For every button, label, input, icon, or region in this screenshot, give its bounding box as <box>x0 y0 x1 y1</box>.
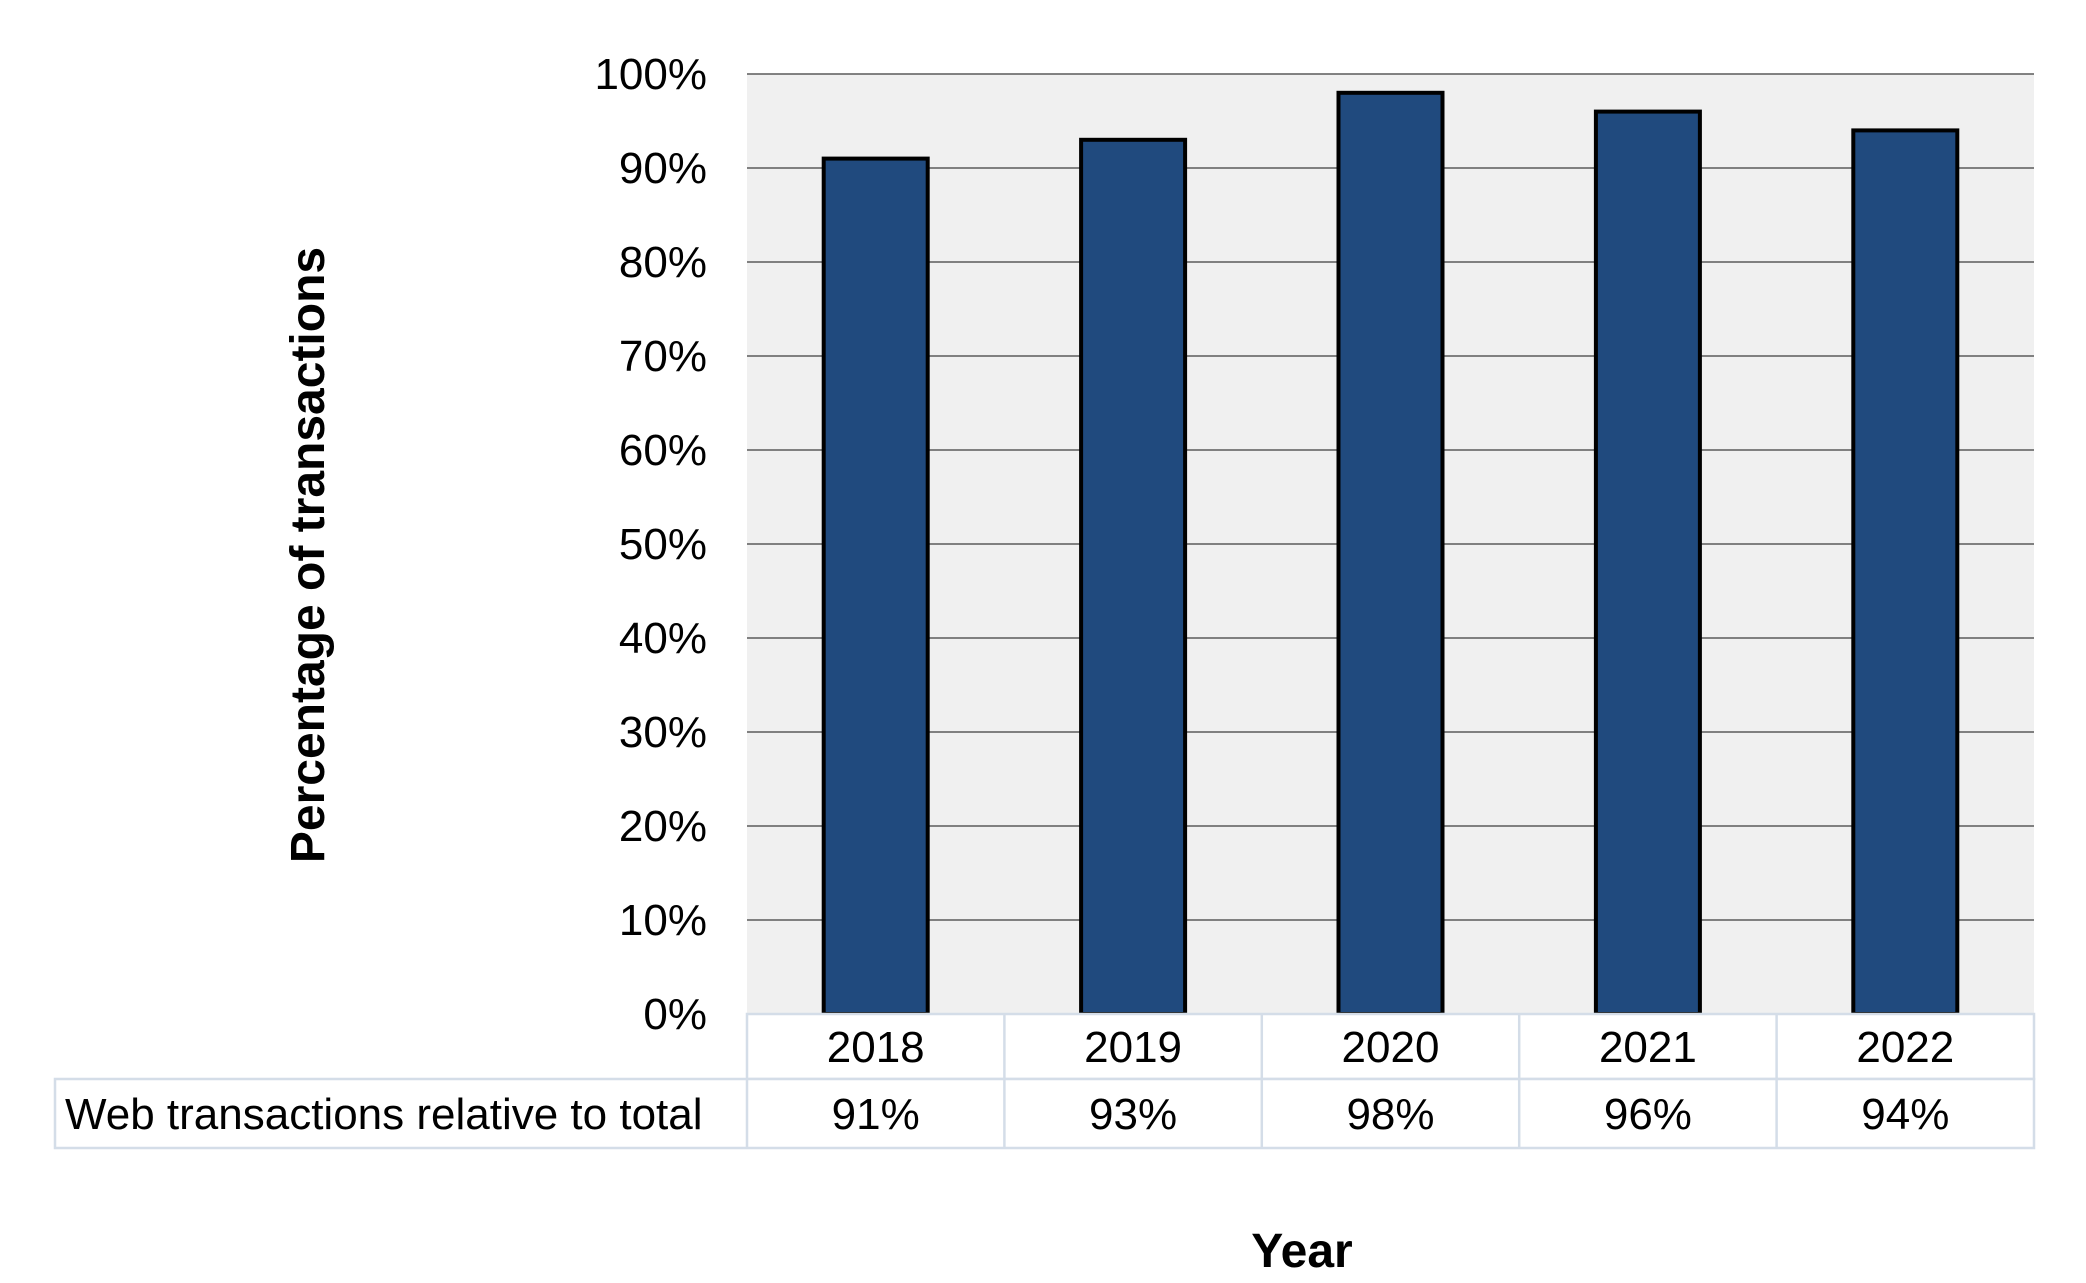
bar <box>821 156 930 1017</box>
y-axis-title: Percentage of transactions <box>282 247 335 863</box>
y-tick-label: 0% <box>643 990 707 1039</box>
x-tick-label: 2018 <box>827 1023 925 1072</box>
bar <box>1593 109 1702 1017</box>
x-axis-title: Year <box>1251 1225 1352 1278</box>
bar <box>1851 128 1960 1016</box>
table-value-row <box>53 1077 2036 1150</box>
y-tick-label: 80% <box>619 238 707 287</box>
y-tick-label: 100% <box>594 50 707 99</box>
x-tick-label: 2022 <box>1856 1023 1954 1072</box>
y-tick-label: 10% <box>619 896 707 945</box>
data-label: 91% <box>832 1090 920 1139</box>
x-tick-label: 2020 <box>1342 1023 1440 1072</box>
y-tick-label: 70% <box>619 332 707 381</box>
data-label: 94% <box>1861 1090 1949 1139</box>
bar <box>1079 137 1188 1017</box>
data-label: 96% <box>1604 1090 1692 1139</box>
y-tick-label: 20% <box>619 802 707 851</box>
data-table: 2018 2019 2020 2021 2022 Web transactions rel… <box>53 1012 2036 1150</box>
data-label: 93% <box>1089 1090 1177 1139</box>
x-tick-label: 2019 <box>1084 1023 1182 1072</box>
x-tick-label: 2021 <box>1599 1023 1697 1072</box>
bars <box>821 90 1960 1017</box>
y-tick-label: 60% <box>619 426 707 475</box>
bar <box>1336 90 1445 1017</box>
table-series-label: Web transactions relative to total <box>65 1090 703 1139</box>
y-tick-label: 30% <box>619 708 707 757</box>
y-tick-label: 50% <box>619 520 707 569</box>
y-axis-ticks: 0% 10% 20% 30% 40% 50% 60% 70% 80% 90% 100% <box>594 50 707 1039</box>
y-tick-label: 40% <box>619 614 707 663</box>
y-tick-label: 90% <box>619 144 707 193</box>
data-label: 98% <box>1346 1090 1434 1139</box>
